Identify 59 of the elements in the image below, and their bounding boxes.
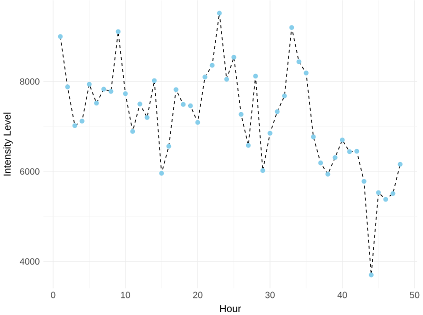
point (130, 128, 136, 134)
point (224, 76, 230, 82)
point (238, 112, 244, 117)
point (166, 144, 172, 148)
x-tick-label: 30 (265, 292, 275, 298)
point (362, 178, 366, 184)
point (195, 120, 200, 125)
point (310, 134, 316, 140)
point (144, 114, 150, 120)
point (354, 148, 360, 154)
point (94, 100, 99, 106)
y-tick-label: 4000 (20, 258, 40, 264)
point (376, 190, 381, 195)
point (274, 109, 280, 114)
y-tick-label: 8000 (20, 78, 40, 85)
point (152, 78, 157, 83)
point (253, 73, 258, 78)
point (398, 162, 403, 166)
point (180, 102, 186, 107)
y-tick-label: 6000 (20, 168, 40, 174)
point (137, 101, 142, 106)
point (260, 168, 266, 173)
x-tick-label: 40 (337, 292, 347, 298)
point (80, 118, 84, 124)
x-tick-label: 10 (121, 292, 130, 298)
point (347, 149, 352, 154)
point (210, 62, 215, 68)
point (231, 54, 236, 60)
x-tick-label: 0 (50, 292, 56, 298)
point (86, 82, 92, 86)
point (296, 59, 302, 64)
x-tick-label: 50 (410, 292, 420, 298)
point (246, 142, 251, 148)
point (202, 74, 208, 80)
point (188, 103, 193, 108)
point (282, 93, 287, 98)
point (65, 84, 70, 90)
point (101, 86, 106, 92)
point (289, 24, 294, 30)
point (304, 70, 309, 76)
point (159, 170, 164, 176)
point (58, 34, 63, 39)
point (108, 88, 114, 94)
point (390, 190, 396, 196)
x-axis-title: Hour (220, 304, 241, 312)
point (72, 122, 78, 128)
point (174, 86, 178, 92)
x-tick-label: 20 (193, 292, 202, 298)
point (268, 130, 272, 136)
point (383, 196, 388, 202)
point (332, 154, 338, 160)
point (368, 272, 374, 278)
y-axis-title: Intensity Level (3, 112, 13, 176)
point (216, 10, 222, 16)
point (122, 91, 128, 96)
point (325, 172, 330, 176)
point (318, 160, 324, 166)
point (340, 137, 345, 142)
point (116, 28, 121, 34)
